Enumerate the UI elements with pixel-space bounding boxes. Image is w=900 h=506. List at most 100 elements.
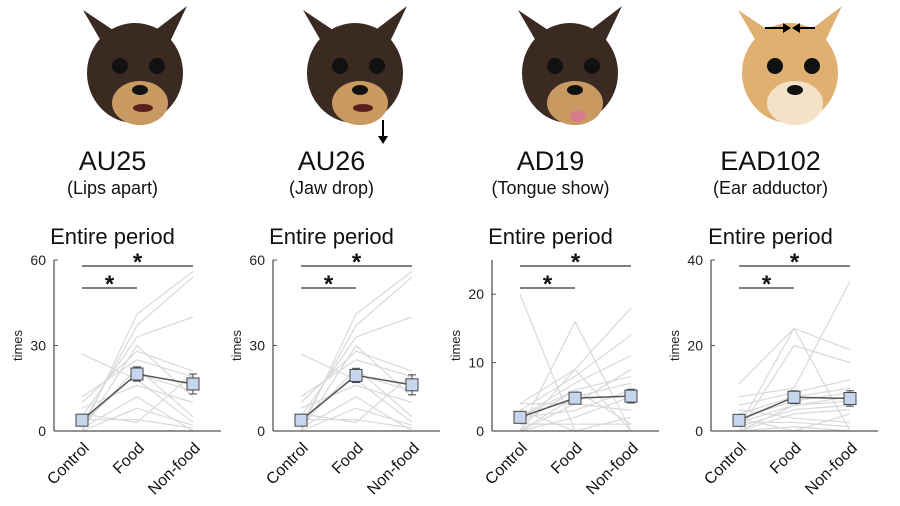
mean-marker <box>130 367 144 381</box>
action-unit-description: (Ear adductor) <box>712 178 829 198</box>
individual-line <box>300 344 413 432</box>
chart-title: Entire period <box>50 224 175 249</box>
individual-line <box>519 396 632 432</box>
mean-marker <box>513 410 527 424</box>
y-tick-label: 30 <box>30 338 46 354</box>
y-axis-label: times <box>448 329 463 361</box>
chart-title: Entire period <box>269 224 394 249</box>
y-tick-label: 0 <box>476 423 484 439</box>
action-unit-description: (Lips apart) <box>66 178 159 198</box>
dog-photo-au26 <box>303 6 407 144</box>
action-unit-code: EAD102 <box>720 146 821 176</box>
significance-asterisk: * <box>790 249 800 276</box>
individual-line <box>81 373 194 424</box>
eye-left <box>547 58 563 74</box>
y-tick-label: 0 <box>38 423 46 439</box>
eye-right <box>149 58 165 74</box>
individual-line <box>81 276 194 426</box>
tongue <box>570 110 586 122</box>
mean-marker <box>843 392 857 406</box>
y-tick-label: 0 <box>695 423 703 439</box>
nose <box>567 85 583 95</box>
y-tick-label: 20 <box>687 338 703 354</box>
individual-line <box>300 316 413 418</box>
individual-line <box>519 389 632 425</box>
mean-marker <box>787 390 801 404</box>
individual-line <box>738 327 851 432</box>
y-axis-label: times <box>10 329 25 361</box>
individual-line <box>82 419 194 429</box>
individual-line <box>519 320 632 432</box>
y-tick-label: 30 <box>249 338 265 354</box>
y-tick-label: 40 <box>687 252 703 268</box>
eye-right <box>369 58 385 74</box>
individual-line <box>81 350 194 403</box>
muzzle <box>547 81 603 125</box>
action-unit-code: AU26 <box>297 146 366 176</box>
significance-asterisk: * <box>352 249 362 276</box>
eye-right <box>584 58 600 74</box>
individual-line <box>738 344 851 432</box>
y-axis-label: times <box>667 329 682 361</box>
individual-line <box>300 384 413 409</box>
nose <box>787 85 803 95</box>
individual-line <box>300 350 413 403</box>
chart-title: Entire period <box>708 224 833 249</box>
action-unit-code: AD19 <box>516 146 585 176</box>
mean-marker <box>568 391 582 405</box>
individual-line <box>81 344 194 432</box>
y-tick-label: 0 <box>257 423 265 439</box>
individual-line <box>301 419 413 429</box>
panel-au26: AU26 (Jaw drop) Entire period <box>219 0 444 506</box>
muzzle <box>332 81 388 125</box>
mean-marker <box>732 413 746 427</box>
mean-marker <box>349 368 363 382</box>
nose <box>132 85 148 95</box>
eye-left <box>332 58 348 74</box>
individual-line <box>81 396 194 432</box>
significance-asterisk: * <box>571 249 581 276</box>
action-unit-description: (Jaw drop) <box>288 178 375 198</box>
individual-line <box>81 316 194 418</box>
mean-marker <box>624 389 638 403</box>
mean-marker <box>186 377 200 391</box>
individual-line <box>738 409 851 432</box>
open-mouth <box>353 104 373 112</box>
arrow-head-icon <box>792 23 800 33</box>
individual-line <box>300 396 413 432</box>
significance-asterisk: * <box>543 271 553 298</box>
significance-asterisk: * <box>762 271 772 298</box>
significance-asterisk: * <box>133 249 143 276</box>
eye-right <box>804 58 820 74</box>
action-unit-code: AU25 <box>78 146 147 176</box>
y-tick-label: 60 <box>30 252 46 268</box>
y-tick-label: 60 <box>249 252 265 268</box>
individual-line <box>300 276 413 426</box>
individual-line <box>738 426 851 432</box>
mean-marker <box>75 413 89 427</box>
individual-line <box>519 334 632 411</box>
individual-line <box>81 384 194 409</box>
mean-marker <box>405 378 419 392</box>
arrow-head-icon <box>783 23 791 33</box>
dog-photo-ad19 <box>518 6 622 125</box>
open-mouth <box>133 104 153 112</box>
eye-left <box>767 58 783 74</box>
panel-au25: AU25 (Lips apart) Entire period <box>0 0 225 506</box>
dog-photo-ead102 <box>738 6 842 125</box>
dog-photo-au25 <box>83 6 187 125</box>
muzzle <box>767 81 823 125</box>
individual-line <box>300 359 413 398</box>
individual-line <box>738 404 851 428</box>
muzzle <box>112 81 168 125</box>
individual-line <box>81 359 194 398</box>
y-tick-label: 20 <box>468 286 484 302</box>
y-axis-label: times <box>229 329 244 361</box>
significance-asterisk: * <box>324 271 334 298</box>
individual-line <box>519 355 632 418</box>
significance-asterisk: * <box>105 271 115 298</box>
eye-left <box>112 58 128 74</box>
panel-ead102: EAD102 (Ear adductor) Entire period <box>658 0 883 506</box>
mean-marker <box>294 413 308 427</box>
